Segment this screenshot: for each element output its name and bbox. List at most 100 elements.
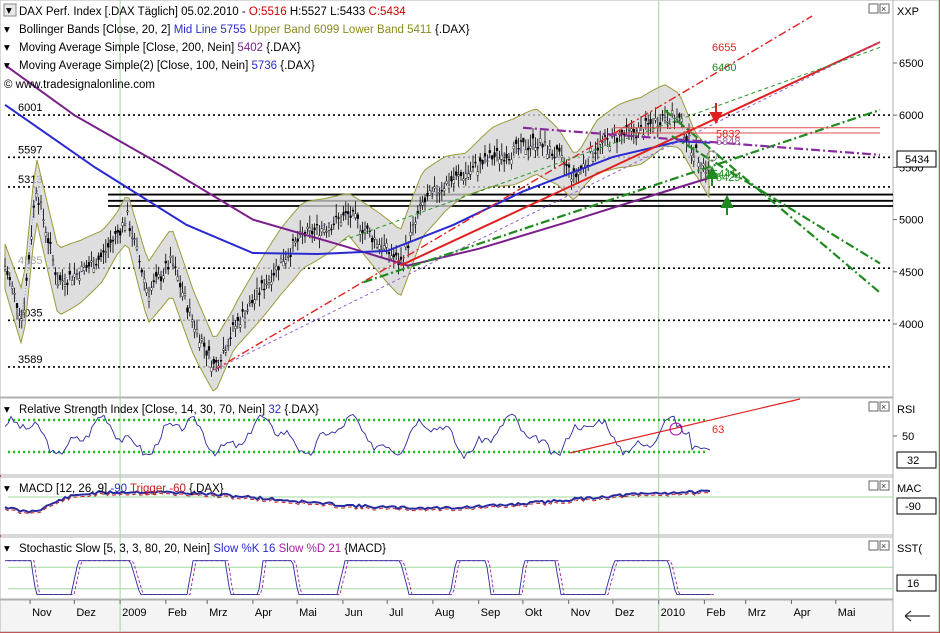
candle-body (421, 201, 424, 206)
candle-body (234, 326, 237, 329)
candle-body (647, 123, 650, 125)
candle-body (452, 179, 455, 184)
candle-body (121, 222, 124, 227)
rsi-close-button[interactable] (879, 401, 890, 412)
candle-body (512, 145, 515, 150)
purple-dashed-trendline (214, 41, 881, 371)
close-button[interactable] (879, 3, 890, 14)
candle-body (155, 271, 158, 277)
candle-body (351, 209, 355, 212)
macd-panel (0, 476, 894, 536)
bollinger-band (4, 84, 710, 392)
candle-body (131, 237, 134, 239)
candle-body (546, 154, 549, 159)
candle-body (479, 157, 482, 162)
candle-body (337, 217, 340, 219)
candle-body (495, 147, 499, 151)
stoch-maximize-button[interactable] (868, 540, 879, 551)
candle-body (222, 348, 225, 351)
candle-body (356, 214, 359, 219)
ma200-legend: Moving Average Simple [Close, 200, Nein]… (19, 42, 301, 54)
projection-label: 5832 (716, 129, 740, 141)
x-tick-label: Apr (793, 607, 810, 619)
candle-body (702, 163, 705, 166)
candle-body (522, 137, 525, 143)
stoch-axis-label: SST( (897, 543, 922, 555)
candle-body (63, 284, 67, 287)
candle-body (445, 180, 448, 185)
candle-body (23, 309, 26, 313)
candle-body (457, 174, 460, 177)
candle-body (435, 194, 439, 196)
candle-body (603, 135, 607, 137)
candle-body (174, 266, 177, 268)
candle-body (608, 146, 611, 151)
panel-menu-button[interactable] (3, 3, 17, 17)
candle-body (543, 141, 547, 143)
candle-body (306, 226, 309, 229)
candle-body (347, 211, 350, 214)
candle-body (661, 114, 664, 116)
scroll-arrow-icon[interactable] (904, 610, 930, 622)
bollinger-legend-icon: ▾ (4, 24, 10, 36)
candle-body (71, 280, 74, 286)
candle-body (18, 315, 21, 319)
candle-body (414, 222, 417, 225)
candle-body (111, 239, 115, 242)
x-tick-label: Mai (299, 607, 317, 619)
candle-body (507, 158, 511, 161)
candle-body (152, 280, 155, 282)
x-tick-label: Feb (168, 607, 187, 619)
candle-body (188, 307, 191, 313)
price-panel-controls: × × × × (868, 3, 890, 551)
candle-body (327, 227, 331, 231)
candle-body (517, 147, 520, 150)
candle-body (246, 310, 249, 312)
stoch-close-button[interactable] (879, 540, 890, 551)
ma200-line (4, 64, 711, 267)
stoch-k-line (5, 560, 711, 596)
candle-body (116, 230, 119, 233)
candle-body (498, 158, 501, 164)
candle-body (78, 278, 81, 281)
x-tick-label: Mrz (748, 607, 766, 619)
candle-body (49, 242, 52, 244)
candle-body (431, 190, 434, 194)
candle-body (481, 160, 484, 165)
maximize-button[interactable] (868, 3, 879, 14)
candle-body (167, 267, 170, 270)
candle-body (459, 172, 463, 176)
candle-body (419, 203, 422, 206)
candle-body (491, 155, 494, 160)
macd-maximize-button[interactable] (868, 480, 879, 491)
candle-body (515, 139, 518, 144)
red-trendline (400, 41, 881, 267)
candle-body (200, 338, 203, 341)
candle-body (159, 276, 163, 282)
rsi-maximize-button[interactable] (868, 401, 879, 412)
candle-body (27, 255, 31, 260)
rsi-line (4, 413, 711, 460)
candle-body (179, 282, 182, 288)
candle-body (183, 293, 187, 296)
stoch-badge: 16 (896, 574, 937, 592)
candle-body (229, 337, 232, 339)
candle-body (534, 147, 537, 151)
x-tick-label: Apr (255, 607, 272, 619)
candle-body (699, 168, 703, 174)
candle-body (75, 273, 79, 275)
candle-body (539, 138, 542, 143)
candle-body (255, 288, 259, 292)
candle-body (66, 282, 69, 286)
candle-body (205, 350, 208, 356)
candle-body (695, 144, 698, 149)
x-tick-label: Okt (525, 607, 542, 619)
rsi-panel (0, 397, 894, 476)
rsi-signal-circle (669, 422, 683, 436)
candle-body (325, 231, 328, 233)
macd-close-button[interactable] (879, 480, 890, 491)
candle-body (123, 225, 127, 231)
candles (3, 102, 710, 377)
candle-body (35, 192, 38, 198)
